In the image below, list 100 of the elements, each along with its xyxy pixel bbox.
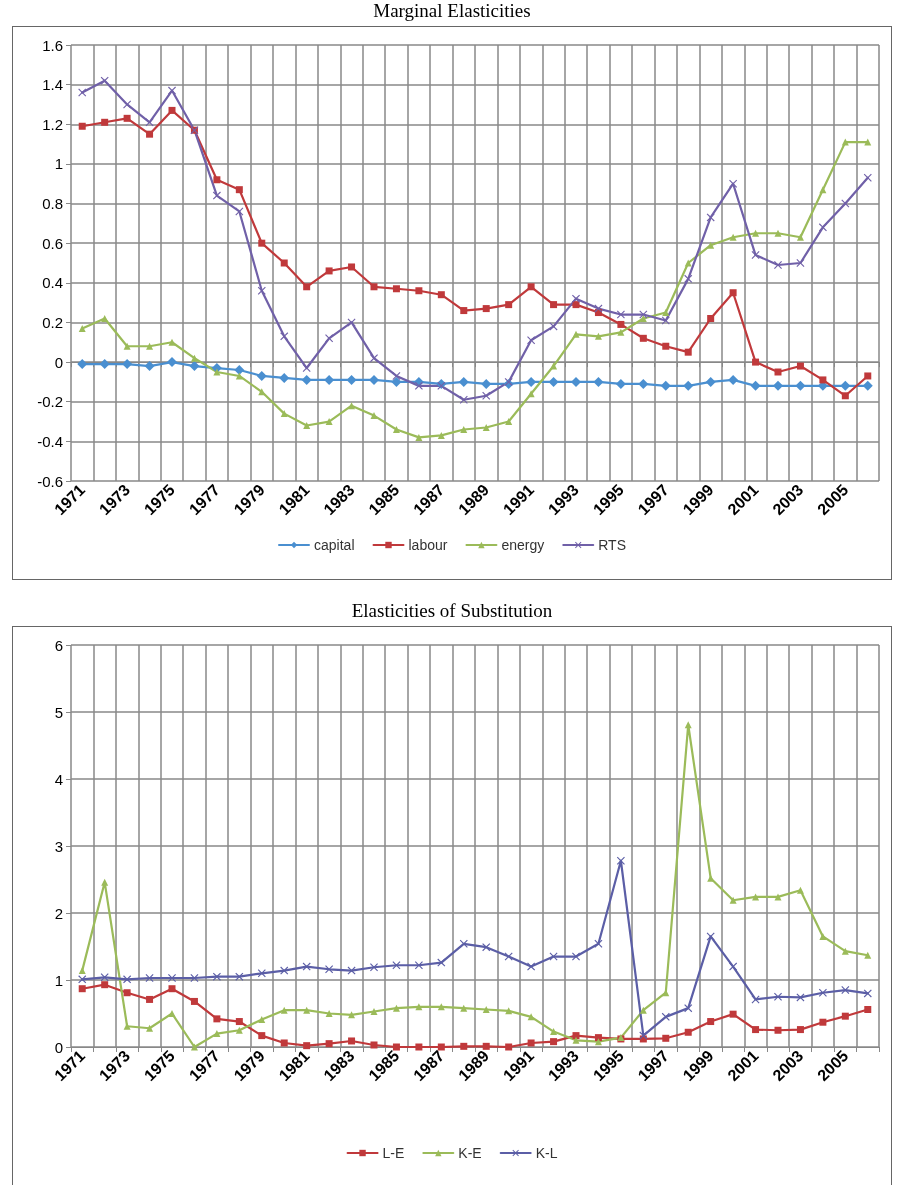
point	[863, 173, 872, 182]
point	[571, 376, 581, 387]
point	[505, 301, 513, 309]
point	[774, 229, 782, 237]
point	[729, 962, 738, 971]
point	[100, 973, 109, 982]
point	[774, 893, 782, 901]
point	[280, 966, 289, 975]
point	[257, 286, 266, 295]
point	[550, 1038, 558, 1046]
point	[616, 310, 625, 319]
point	[638, 378, 649, 389]
point	[818, 223, 827, 232]
point	[617, 320, 625, 328]
point	[189, 361, 200, 372]
point	[145, 973, 154, 982]
point	[550, 362, 558, 370]
y-tick-label: 0.6	[42, 234, 63, 252]
point	[213, 1015, 221, 1023]
y-tick-label: -0.2	[37, 393, 63, 411]
point	[392, 425, 400, 433]
point	[78, 985, 86, 993]
point	[774, 1026, 782, 1034]
point	[482, 391, 491, 400]
point	[123, 100, 132, 109]
point	[212, 191, 221, 200]
y-tick-label: 2	[54, 904, 63, 922]
point	[639, 1006, 647, 1014]
point	[415, 433, 423, 441]
point	[819, 186, 827, 194]
point	[819, 1018, 827, 1026]
legend-label: K-L	[535, 1145, 558, 1161]
point	[212, 972, 221, 981]
point	[594, 1038, 602, 1046]
point	[661, 316, 670, 325]
point	[437, 958, 446, 967]
y-tick-label: 0.8	[42, 195, 63, 213]
point	[818, 988, 827, 997]
point	[729, 233, 737, 241]
point	[707, 241, 715, 249]
point	[213, 176, 221, 184]
point	[841, 986, 850, 995]
point	[459, 939, 468, 948]
y-tick-label: 3	[54, 837, 63, 855]
point	[862, 380, 873, 391]
point	[123, 114, 131, 122]
point	[78, 324, 86, 332]
point	[325, 965, 334, 974]
point	[729, 289, 737, 297]
point	[527, 962, 536, 971]
point	[325, 1040, 333, 1048]
point	[100, 76, 109, 85]
point	[639, 314, 647, 322]
point	[302, 962, 311, 971]
point	[796, 362, 804, 370]
point	[864, 138, 872, 146]
point	[706, 213, 715, 222]
point	[548, 376, 559, 387]
point	[392, 371, 401, 380]
point	[482, 1005, 490, 1013]
point	[78, 975, 87, 984]
point	[550, 1028, 558, 1036]
point	[458, 376, 469, 387]
point	[168, 106, 176, 114]
point	[527, 336, 536, 345]
point	[123, 342, 131, 350]
point	[101, 981, 109, 989]
point	[146, 130, 154, 138]
point	[729, 179, 738, 188]
point	[684, 348, 692, 356]
point	[392, 1004, 400, 1012]
point	[639, 334, 647, 342]
point	[437, 291, 445, 299]
point	[707, 1018, 715, 1026]
point	[301, 374, 312, 385]
point	[325, 267, 333, 275]
point	[99, 359, 110, 370]
point	[348, 402, 356, 410]
point	[572, 294, 580, 303]
point	[325, 334, 334, 343]
point	[460, 307, 468, 315]
point	[482, 305, 490, 313]
point	[774, 992, 782, 1001]
point	[527, 1039, 535, 1047]
point	[795, 380, 806, 391]
point	[213, 368, 221, 376]
point	[213, 1030, 221, 1038]
point	[505, 1043, 513, 1051]
point	[280, 259, 288, 267]
point	[302, 364, 311, 373]
point	[572, 330, 580, 338]
point	[796, 886, 804, 894]
point	[819, 376, 827, 384]
y-tick-label: 1.6	[42, 36, 63, 54]
point	[460, 1004, 468, 1012]
point	[662, 1034, 670, 1042]
point	[167, 357, 177, 368]
point	[662, 342, 670, 350]
point	[572, 301, 580, 309]
point	[348, 1011, 356, 1019]
